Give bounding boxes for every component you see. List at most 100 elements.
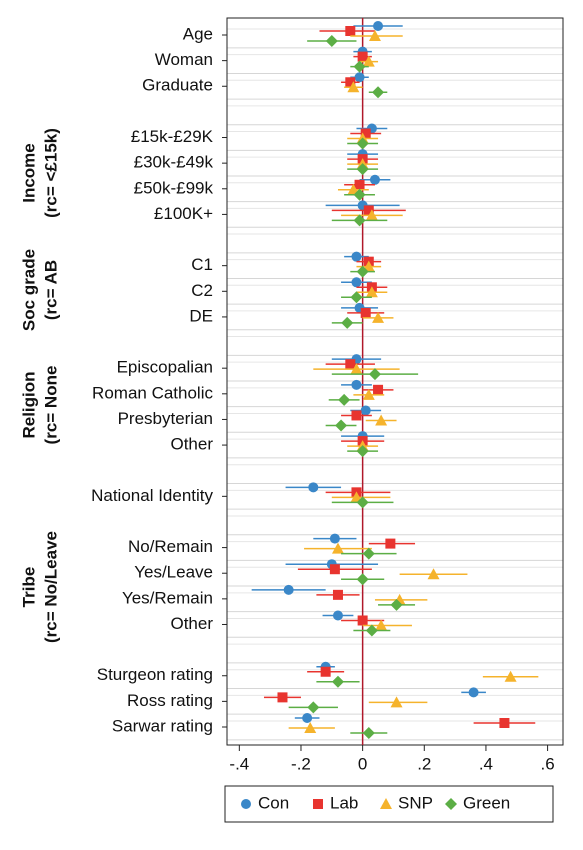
- y-tick-label: Presbyterian: [118, 409, 213, 428]
- marker: [499, 718, 510, 728]
- marker: [357, 51, 368, 62]
- marker: [356, 445, 369, 458]
- plot-frame: [226, 17, 564, 746]
- marker: [375, 414, 388, 426]
- marker: [356, 163, 369, 176]
- group-label: Income: [19, 143, 38, 203]
- marker: [369, 174, 380, 185]
- marker: [350, 291, 363, 304]
- marker: [331, 675, 344, 688]
- marker: [363, 205, 374, 216]
- group-label: (rc= No/Leave: [41, 531, 60, 643]
- marker: [372, 86, 385, 99]
- y-tick-label: National Identity: [91, 486, 213, 505]
- marker: [373, 21, 384, 31]
- y-tick-label: C1: [191, 255, 213, 274]
- marker: [504, 670, 517, 682]
- marker: [335, 419, 348, 432]
- marker: [351, 379, 362, 390]
- marker: [320, 666, 331, 677]
- marker: [307, 701, 320, 714]
- group-label: (rc= AB: [41, 260, 60, 320]
- y-tick-label: Sarwar rating: [112, 716, 213, 735]
- marker: [360, 405, 371, 416]
- marker: [385, 538, 396, 549]
- marker: [365, 624, 378, 637]
- marker: [356, 496, 369, 509]
- y-tick-label: No/Remain: [128, 537, 213, 556]
- marker: [283, 584, 294, 595]
- group-label: (rc= <£15k): [41, 128, 60, 218]
- group-label: (rc= None: [41, 366, 60, 445]
- legend-label: Green: [463, 793, 510, 812]
- marker: [350, 363, 363, 375]
- marker: [390, 696, 403, 708]
- marker: [390, 598, 403, 611]
- marker: [362, 547, 375, 560]
- marker: [360, 307, 371, 318]
- x-tick-label: .4: [479, 754, 493, 773]
- y-tick-label: Other: [170, 435, 213, 454]
- marker: [351, 410, 362, 421]
- marker: [347, 81, 360, 93]
- marker: [345, 77, 356, 88]
- marker: [302, 713, 313, 723]
- marker: [329, 564, 340, 575]
- marker: [368, 30, 381, 41]
- marker: [365, 209, 378, 221]
- x-tick-label: -.2: [291, 754, 311, 773]
- y-tick-label: £15k-£29K: [131, 127, 214, 146]
- marker: [308, 482, 319, 493]
- marker: [362, 727, 375, 739]
- marker: [354, 72, 365, 83]
- marker: [357, 615, 368, 626]
- x-tick-label: -.4: [229, 754, 249, 773]
- y-tick-label: Sturgeon rating: [97, 665, 213, 684]
- marker: [380, 798, 392, 809]
- y-tick-label: Roman Catholic: [92, 383, 213, 402]
- marker: [445, 798, 457, 810]
- y-tick-label: Age: [183, 24, 213, 43]
- marker: [353, 60, 366, 73]
- legend-label: Lab: [330, 793, 358, 812]
- marker: [372, 311, 385, 323]
- group-label: Soc grade: [19, 249, 38, 331]
- marker: [373, 384, 384, 395]
- y-tick-label: Graduate: [142, 76, 213, 95]
- y-tick-label: Other: [170, 614, 213, 633]
- marker: [353, 214, 366, 227]
- marker: [241, 799, 251, 809]
- marker: [341, 316, 354, 329]
- legend-label: Con: [258, 793, 289, 812]
- y-tick-label: C2: [191, 281, 213, 300]
- marker: [365, 286, 378, 298]
- group-label: Tribe: [19, 567, 38, 608]
- marker: [325, 35, 338, 47]
- x-tick-label: 0: [358, 754, 367, 773]
- marker: [345, 26, 356, 36]
- marker: [354, 179, 365, 190]
- marker: [277, 692, 288, 703]
- marker: [332, 589, 343, 600]
- marker: [362, 388, 375, 400]
- marker: [351, 277, 362, 288]
- x-tick-label: .2: [417, 754, 431, 773]
- marker: [427, 568, 440, 580]
- marker: [468, 687, 479, 698]
- y-tick-label: Woman: [155, 50, 213, 69]
- y-tick-label: Episcopalian: [117, 358, 213, 377]
- marker: [353, 188, 366, 201]
- marker: [329, 533, 340, 544]
- marker: [356, 137, 369, 150]
- marker: [362, 55, 375, 67]
- marker: [356, 265, 369, 278]
- marker: [368, 368, 381, 381]
- marker: [345, 359, 356, 370]
- group-label: Religion: [19, 371, 38, 438]
- marker: [331, 542, 344, 554]
- marker: [375, 619, 388, 631]
- marker: [351, 251, 362, 262]
- y-tick-label: Ross rating: [127, 691, 213, 710]
